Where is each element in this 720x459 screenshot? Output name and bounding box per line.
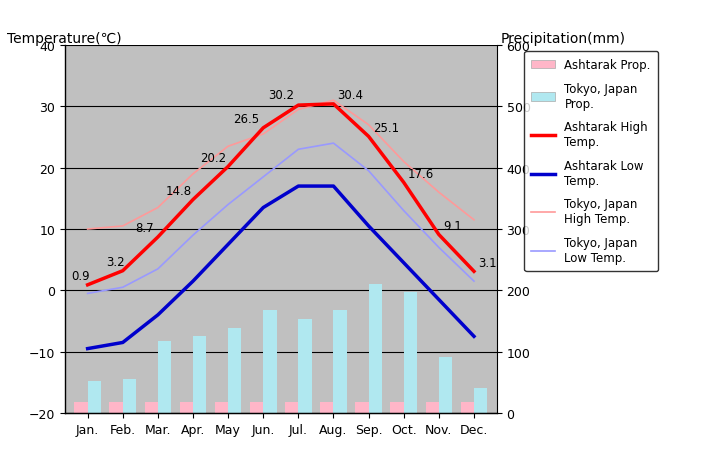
Bar [264,310,276,413]
Bar [285,402,298,413]
Text: 9.1: 9.1 [443,219,462,232]
Bar [333,310,347,413]
Bar [390,402,404,413]
Bar [215,402,228,413]
Text: Precipitation(mm): Precipitation(mm) [500,32,626,46]
Bar [320,402,333,413]
Bar [439,357,452,413]
Text: 30.4: 30.4 [338,89,364,102]
Bar [180,402,193,413]
Bar [355,402,369,413]
Text: 20.2: 20.2 [200,151,227,164]
Bar [404,292,417,413]
Text: 0.9: 0.9 [71,270,89,283]
Bar [193,336,207,413]
Bar [298,319,312,413]
Bar [145,402,158,413]
Bar [426,402,439,413]
Bar [474,389,487,413]
Bar [369,285,382,413]
Bar [109,402,122,413]
Text: 3.1: 3.1 [478,256,497,269]
Text: 3.2: 3.2 [106,256,125,269]
Text: 30.2: 30.2 [268,89,294,102]
Text: 25.1: 25.1 [373,122,399,134]
Text: 8.7: 8.7 [135,222,154,235]
Bar [88,381,101,413]
Bar [228,329,241,413]
Text: 14.8: 14.8 [165,185,192,197]
Legend: Ashtarak Prop., Tokyo, Japan
Prop., Ashtarak High
Temp., Ashtarak Low
Temp., Tok: Ashtarak Prop., Tokyo, Japan Prop., Asht… [524,52,658,272]
Bar [461,402,474,413]
Text: 26.5: 26.5 [233,113,258,126]
Bar [250,402,264,413]
Text: 17.6: 17.6 [408,168,434,180]
Bar [74,402,88,413]
Text: Temperature(℃): Temperature(℃) [7,32,122,46]
Bar [158,341,171,413]
Bar [122,379,136,413]
